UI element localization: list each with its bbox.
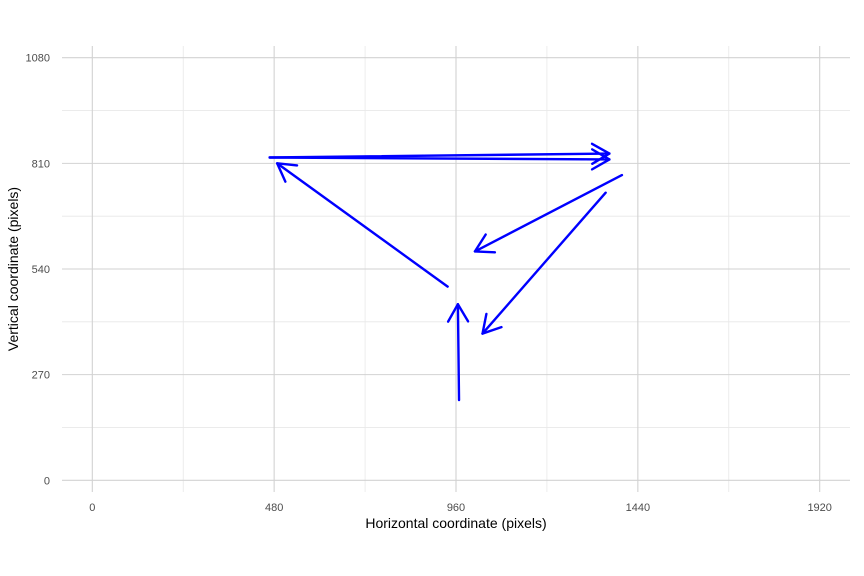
x-tick-labels: 0 480 960 1440 1920 (89, 502, 832, 514)
arrow-shaft-3 (268, 156, 611, 161)
y-tick-label-4: 1080 (26, 53, 50, 65)
y-axis-title: Vertical coordinate (pixels) (5, 187, 21, 351)
arrow-series (268, 142, 624, 402)
arrow-shaft-5 (481, 191, 607, 335)
arrow-5 (481, 191, 607, 335)
y-tick-label-1: 270 (32, 370, 50, 382)
arrow-head-5 (481, 312, 503, 335)
x-tick-label-0: 0 (89, 502, 95, 514)
y-tick-labels: 0 270 540 810 1080 (26, 53, 50, 488)
arrow-1 (275, 162, 449, 288)
x-tick-label-2: 960 (447, 502, 465, 514)
arrow-head-0 (446, 303, 470, 323)
x-tick-label-4: 1920 (807, 502, 831, 514)
y-tick-label-2: 540 (32, 264, 50, 276)
arrow-4 (473, 173, 624, 254)
arrow-head-1 (275, 162, 299, 183)
x-tick-label-3: 1440 (626, 502, 650, 514)
y-tick-label-0: 0 (44, 475, 50, 487)
arrow-0 (446, 303, 470, 402)
x-axis-title: Horizontal coordinate (pixels) (365, 515, 546, 531)
x-tick-label-1: 480 (265, 502, 283, 514)
arrow-shaft-1 (275, 162, 449, 288)
arrow-shaft-4 (473, 173, 624, 253)
arrow-shaft-0 (456, 303, 461, 402)
arrow-3 (268, 148, 611, 171)
arrow-2 (268, 142, 611, 165)
major-gridlines (62, 46, 850, 492)
arrow-head-3 (590, 148, 611, 171)
arrow-head-4 (473, 233, 497, 254)
y-tick-label-3: 810 (32, 158, 50, 170)
